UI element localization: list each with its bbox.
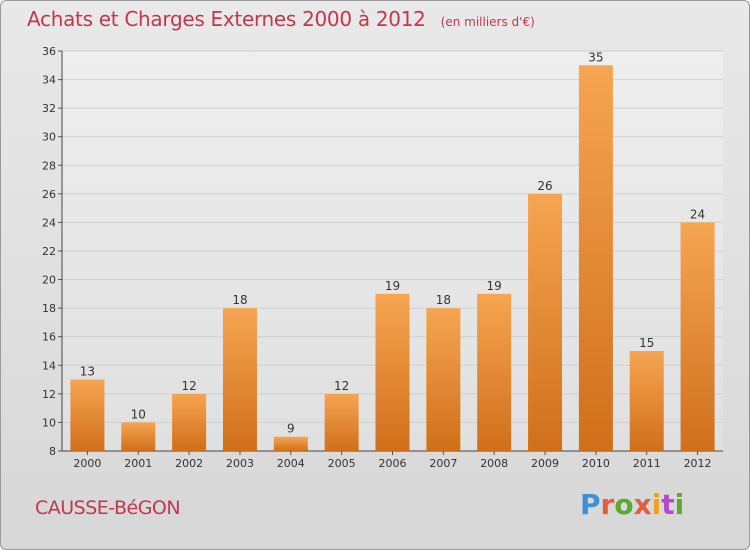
x-tick-label: 2009 xyxy=(531,457,559,470)
x-tick-label: 2003 xyxy=(226,457,254,470)
bar xyxy=(629,351,664,451)
x-tick-label: 2012 xyxy=(684,457,712,470)
title-row: Achats et Charges Externes 2000 à 2012 (… xyxy=(27,7,535,31)
y-tick-label: 20 xyxy=(42,274,56,287)
y-tick-label: 36 xyxy=(42,45,56,58)
bar xyxy=(375,293,410,451)
data-label: 24 xyxy=(690,207,705,221)
bar xyxy=(121,422,156,451)
chart-title: Achats et Charges Externes 2000 à 2012 xyxy=(27,7,426,31)
data-label: 12 xyxy=(334,379,349,393)
x-tick-label: 2000 xyxy=(73,457,101,470)
data-label: 9 xyxy=(287,422,295,436)
data-label: 12 xyxy=(181,379,196,393)
bar xyxy=(680,222,715,451)
data-label: 18 xyxy=(436,293,451,307)
bar xyxy=(477,293,512,451)
y-tick-label: 30 xyxy=(42,131,56,144)
bar xyxy=(324,393,359,451)
y-tick-label: 14 xyxy=(42,359,56,372)
y-tick-label: 26 xyxy=(42,188,56,201)
x-tick-label: 2005 xyxy=(328,457,356,470)
x-tick-label: 2008 xyxy=(480,457,508,470)
y-tick-label: 12 xyxy=(42,388,56,401)
bar xyxy=(426,308,461,451)
y-tick-label: 8 xyxy=(49,445,56,458)
y-tick-label: 32 xyxy=(42,102,56,115)
bar xyxy=(273,436,308,451)
x-tick-label: 2004 xyxy=(277,457,305,470)
y-tick-label: 24 xyxy=(42,216,56,229)
x-tick-label: 2002 xyxy=(175,457,203,470)
data-label: 18 xyxy=(232,293,247,307)
x-tick-label: 2011 xyxy=(633,457,661,470)
data-label: 10 xyxy=(131,407,146,421)
y-tick-label: 16 xyxy=(42,331,56,344)
x-tick-label: 2010 xyxy=(582,457,610,470)
x-tick-label: 2007 xyxy=(429,457,457,470)
bar xyxy=(222,308,257,451)
y-tick-label: 10 xyxy=(42,416,56,429)
chart-unit-note: (en milliers d'€) xyxy=(440,15,535,29)
y-tick-label: 34 xyxy=(42,74,56,87)
y-tick-label: 18 xyxy=(42,302,56,315)
data-label: 26 xyxy=(537,179,552,193)
y-tick-label: 28 xyxy=(42,159,56,172)
x-tick-label: 2001 xyxy=(124,457,152,470)
bar xyxy=(528,193,563,451)
data-label: 13 xyxy=(80,365,95,379)
data-label: 15 xyxy=(639,336,654,350)
data-label: 19 xyxy=(487,279,502,293)
commune-name: CAUSSE-BéGON xyxy=(35,497,181,519)
x-tick-label: 2006 xyxy=(379,457,407,470)
bar xyxy=(70,379,105,451)
bar xyxy=(578,65,613,452)
data-label: 19 xyxy=(385,279,400,293)
brand-logo: Proxiti xyxy=(580,488,685,521)
bar xyxy=(172,393,207,451)
y-tick-label: 22 xyxy=(42,245,56,258)
data-label: 35 xyxy=(588,50,603,64)
